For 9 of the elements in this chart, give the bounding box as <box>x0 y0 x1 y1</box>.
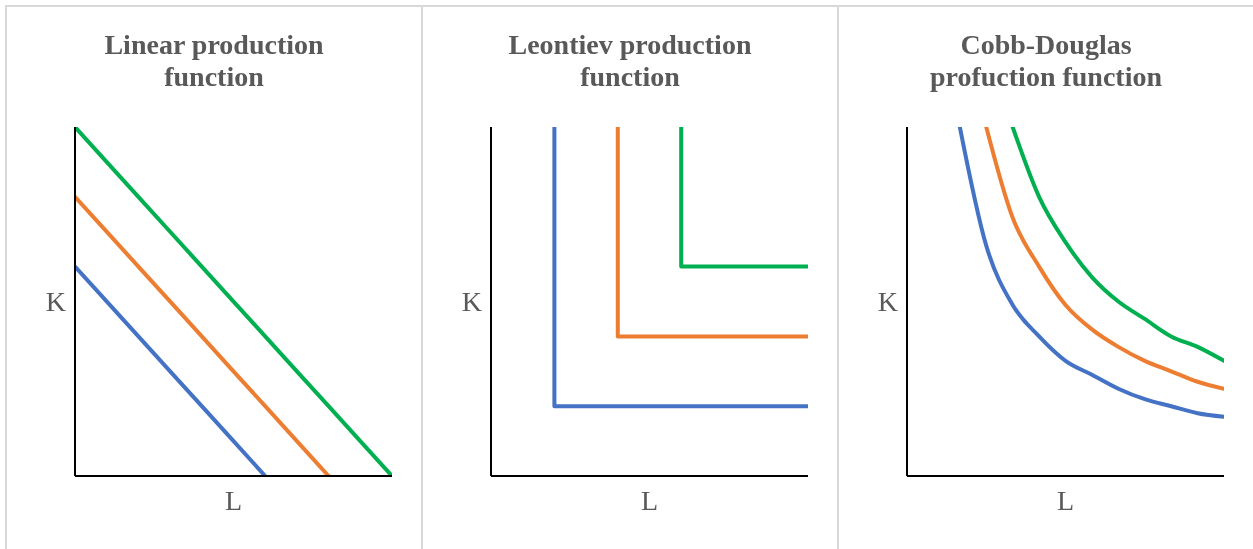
y-axis-title: K <box>877 286 898 318</box>
x-axis-title: L <box>1056 484 1075 516</box>
x-axis-title: L <box>640 484 659 516</box>
y-axis-title: K <box>461 286 482 318</box>
chart-title: Linear production function <box>103 29 325 93</box>
x-axis-title: L <box>224 484 243 516</box>
y-axis-title: K <box>45 286 66 318</box>
chart-title: Cobb-Douglas profuction function <box>928 29 1164 93</box>
chart-title: Leontiev production function <box>507 29 753 93</box>
